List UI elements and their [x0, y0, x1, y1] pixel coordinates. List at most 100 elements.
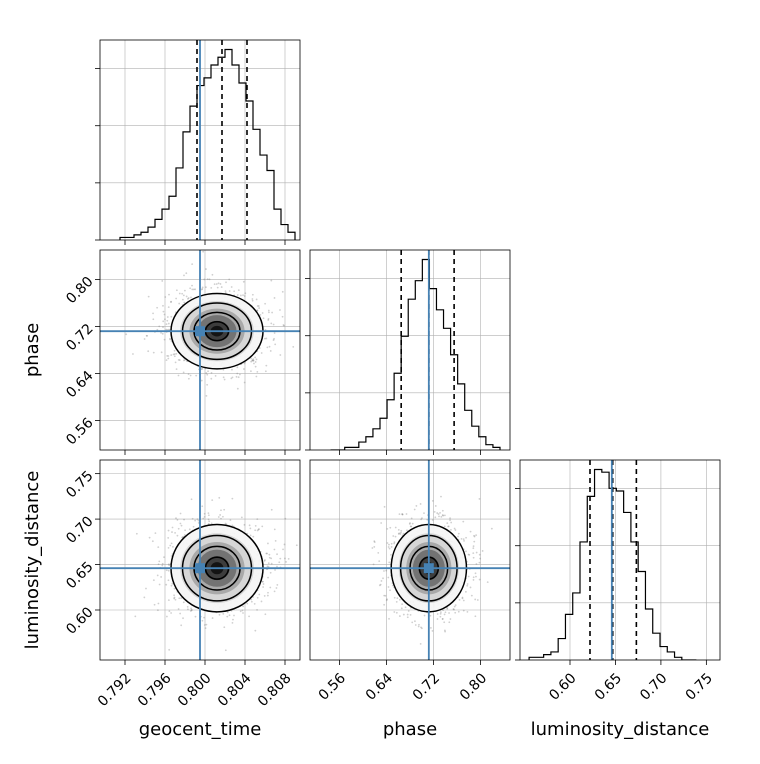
scatter-point — [465, 550, 467, 553]
scatter-point — [189, 374, 192, 377]
scatter-point — [177, 374, 180, 377]
scatter-point — [220, 517, 222, 520]
scatter-point — [284, 517, 287, 520]
scatter-point — [466, 610, 469, 613]
scatter-point — [450, 521, 453, 524]
scatter-point — [273, 548, 276, 551]
scatter-point — [274, 343, 277, 346]
scatter-point — [168, 610, 171, 613]
scatter-point — [174, 598, 177, 601]
scatter-point — [467, 553, 470, 556]
scatter-point — [250, 357, 253, 360]
scatter-point — [285, 561, 287, 563]
scatter-point — [167, 599, 170, 602]
y-axis-label-luminosity_distance: luminosity_distance — [22, 471, 43, 650]
scatter-point — [239, 610, 242, 613]
scatter-point — [237, 376, 240, 379]
scatter-point — [266, 346, 269, 349]
scatter-point — [269, 571, 272, 574]
scatter-point — [178, 302, 181, 305]
scatter-point — [236, 387, 239, 390]
scatter-point — [220, 286, 223, 288]
scatter-point — [413, 508, 416, 511]
scatter-point — [281, 315, 284, 318]
scatter-point — [218, 496, 221, 499]
scatter-point — [177, 358, 180, 361]
scatter-point — [226, 611, 229, 614]
scatter-point — [513, 546, 515, 548]
scatter-point — [254, 361, 257, 363]
scatter-point — [436, 618, 439, 620]
y-tick-label: 0.60 — [63, 604, 96, 637]
scatter-point — [125, 333, 128, 336]
scatter-point — [204, 627, 207, 630]
scatter-point — [255, 375, 258, 378]
scatter-point — [251, 298, 254, 300]
scatter-point — [249, 534, 252, 537]
scatter-point — [223, 626, 226, 629]
scatter-point — [402, 613, 405, 616]
scatter-point — [160, 331, 162, 334]
scatter-point — [203, 512, 206, 515]
scatter-point — [207, 514, 210, 517]
scatter-point — [395, 611, 398, 614]
y-axis-label-phase: phase — [22, 323, 43, 377]
scatter-point — [191, 517, 194, 520]
scatter-point — [229, 519, 232, 522]
scatter-point — [175, 289, 178, 292]
scatter-point — [260, 352, 263, 354]
scatter-point — [168, 293, 170, 296]
scatter-point — [261, 580, 264, 583]
scatter-point — [384, 594, 387, 597]
scatter-point — [452, 608, 455, 610]
x-tick-label: 0.75 — [683, 670, 716, 703]
scatter-point — [450, 528, 452, 531]
scatter-point — [207, 370, 209, 373]
panel-phase-hist — [305, 249, 511, 455]
scatter-point — [409, 522, 411, 524]
scatter-point — [267, 565, 270, 568]
scatter-point — [157, 563, 160, 566]
scatter-point — [447, 525, 449, 528]
scatter-point — [442, 609, 445, 612]
scatter-point — [183, 358, 186, 361]
scatter-point — [186, 606, 189, 608]
scatter-point — [188, 528, 191, 531]
scatter-point — [203, 624, 206, 626]
y-tick-label: 0.56 — [63, 415, 96, 448]
scatter-point — [400, 531, 402, 534]
scatter-point — [224, 290, 227, 293]
scatter-point — [183, 274, 185, 277]
scatter-point — [183, 289, 186, 292]
scatter-point — [185, 295, 188, 298]
scatter-point — [242, 605, 245, 608]
scatter-point — [173, 353, 176, 356]
panel-geocent_time-vs-luminosity_distance: 0.60 0.65 0.70 0.75 0.792 0.796 0.800 0.804 0.80… — [63, 459, 301, 710]
scatter-point — [145, 587, 147, 590]
scatter-point — [264, 559, 266, 561]
scatter-point — [443, 613, 446, 616]
scatter-point — [274, 539, 277, 542]
scatter-point — [165, 323, 168, 326]
scatter-point — [233, 290, 236, 293]
scatter-point — [210, 522, 213, 525]
scatter-point — [256, 371, 259, 373]
x-tick-label: 0.64 — [363, 670, 396, 703]
scatter-point — [181, 298, 184, 301]
y-tick-label: 0.64 — [63, 368, 96, 401]
scatter-point — [172, 545, 174, 548]
scatter-point — [262, 583, 265, 585]
scatter-point — [388, 561, 391, 564]
scatter-point — [423, 614, 426, 617]
scatter-point — [228, 278, 231, 281]
x-tick-label: 0.56 — [316, 670, 349, 703]
scatter-point — [398, 615, 401, 617]
scatter-point — [388, 543, 390, 546]
scatter-point — [454, 611, 457, 614]
scatter-point — [163, 556, 165, 558]
scatter-point — [398, 532, 401, 535]
scatter-point — [279, 309, 281, 311]
scatter-point — [417, 625, 420, 628]
scatter-point — [203, 616, 205, 619]
